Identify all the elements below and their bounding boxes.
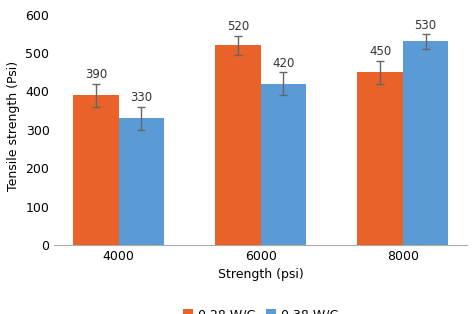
Text: 420: 420	[272, 57, 295, 70]
Bar	[261, 84, 306, 245]
Y-axis label: Tensile strength (Psi): Tensile strength (Psi)	[7, 61, 20, 191]
X-axis label: Strength (psi): Strength (psi)	[218, 268, 303, 281]
Bar	[118, 118, 164, 245]
Bar	[403, 41, 448, 245]
Legend: 0.28 W/C, 0.38 W/C: 0.28 W/C, 0.38 W/C	[178, 304, 343, 314]
Bar	[73, 95, 118, 245]
Text: 530: 530	[414, 19, 437, 31]
Text: 330: 330	[130, 91, 153, 105]
Bar	[357, 72, 403, 245]
Text: 520: 520	[227, 20, 249, 33]
Text: 450: 450	[369, 46, 391, 58]
Text: 390: 390	[85, 68, 107, 81]
Bar	[215, 45, 261, 245]
